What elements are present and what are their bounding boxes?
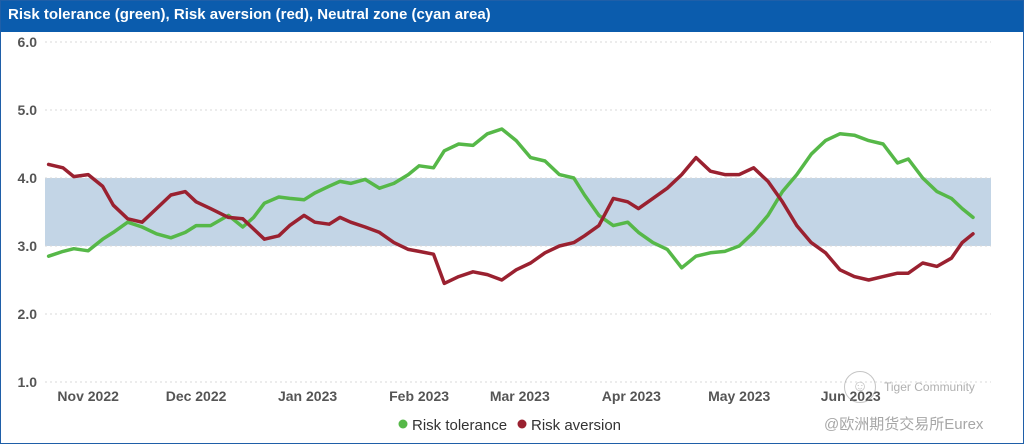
legend-label: Risk tolerance (412, 417, 507, 434)
y-tick-label: 2.0 (18, 306, 38, 322)
x-tick-label: Mar 2023 (490, 388, 550, 404)
x-tick-label: Feb 2023 (389, 388, 449, 404)
y-tick-label: 4.0 (18, 170, 38, 186)
series-line-risk-tolerance (46, 127, 975, 270)
y-tick-label: 6.0 (18, 34, 38, 50)
x-tick-label: Apr 2023 (602, 388, 661, 404)
chart-title: Risk tolerance (green), Risk aversion (r… (8, 6, 491, 23)
watermark-community: Tiger Community (884, 380, 975, 394)
x-tick-label: Nov 2022 (57, 388, 119, 404)
legend-marker (517, 419, 527, 429)
legend-marker (398, 419, 408, 429)
legend-label: Risk aversion (531, 417, 621, 434)
watermark: ☺ Tiger Community @欧洲期货交易所Eurex (803, 371, 1003, 437)
x-tick-label: May 2023 (708, 388, 770, 404)
y-tick-label: 3.0 (18, 238, 38, 254)
watermark-handle: @欧洲期货交易所Eurex (824, 416, 984, 433)
x-tick-label: Dec 2022 (166, 388, 227, 404)
y-tick-label: 5.0 (18, 102, 38, 118)
chart-header: Risk tolerance (green), Risk aversion (r… (1, 1, 1023, 32)
series-line-risk-aversion (46, 155, 975, 286)
x-tick-label: Jan 2023 (278, 388, 337, 404)
neutral-zone-band (45, 178, 991, 246)
tiger-logo-icon: ☺ (844, 371, 876, 403)
y-tick-label: 1.0 (18, 374, 38, 390)
